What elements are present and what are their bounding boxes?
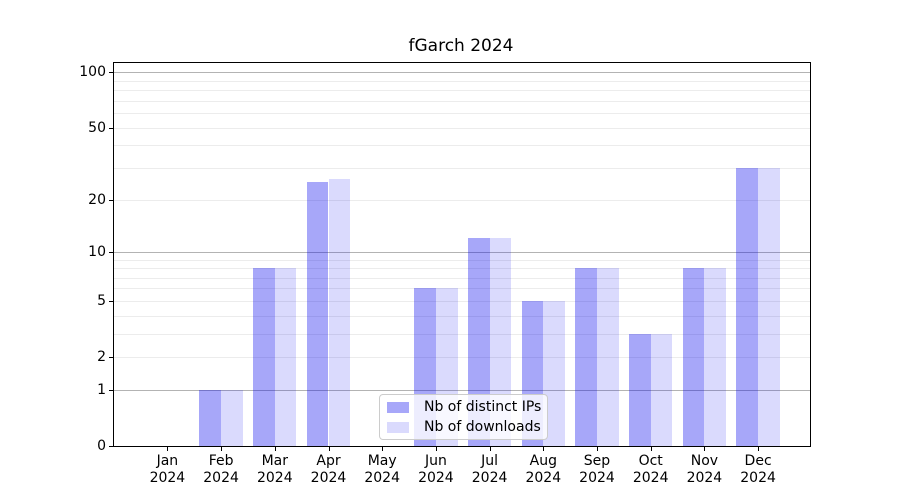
plot-area: Nb of distinct IPs Nb of downloads 0 1 2 5 1… (79, 62, 811, 486)
chart-title: fGarch 2024 (408, 36, 514, 56)
y-tick-label: 100 (79, 64, 106, 81)
y-tick-label: 10 (88, 243, 106, 260)
minor-gridline (114, 113, 810, 115)
x-tick-label: Nov 2024 (686, 453, 723, 486)
x-tick-label: Jan 2024 (149, 453, 186, 486)
x-tick-mark (328, 446, 330, 451)
major-gridline (114, 389, 810, 391)
minor-gridline (114, 127, 810, 129)
y-tick-label: 2 (97, 349, 106, 366)
legend-label-distinct-ips: Nb of distinct IPs (424, 398, 542, 415)
bar-aug-downloads (543, 300, 565, 446)
x-tick-label: Dec 2024 (740, 453, 776, 486)
minor-gridline (114, 80, 810, 82)
y-tick-label: 5 (97, 292, 106, 309)
x-tick-mark (543, 446, 545, 451)
y-tick-mark (109, 389, 114, 391)
x-tick-mark (435, 446, 437, 451)
minor-gridline (114, 259, 810, 261)
bar-nov-downloads (704, 268, 727, 446)
x-tick-mark (489, 446, 491, 451)
bar-apr-downloads (328, 179, 351, 446)
minor-gridline (114, 268, 810, 270)
x-tick-mark (221, 446, 223, 451)
x-tick-label: Apr 2024 (310, 453, 347, 486)
x-tick-mark (382, 446, 384, 451)
major-gridline (114, 251, 810, 253)
major-gridline (114, 72, 810, 74)
bar-mar-distinct-ips (253, 268, 275, 446)
y-tick-label: 1 (97, 381, 106, 398)
x-tick-label: Feb 2024 (203, 453, 239, 486)
minor-gridline (114, 145, 810, 147)
bar-apr-distinct-ips (306, 182, 329, 446)
legend-entry-distinct-ips: Nb of distinct IPs (387, 398, 542, 415)
y-tick-label: 50 (88, 119, 106, 136)
minor-gridline (114, 168, 810, 169)
y-tick-mark (109, 251, 114, 253)
minor-gridline (114, 288, 810, 290)
x-tick-mark (274, 446, 276, 451)
bar-dec-downloads (758, 168, 780, 446)
y-tick-mark (109, 446, 114, 447)
bar-sep-downloads (597, 268, 619, 446)
bar-mar-downloads (274, 268, 297, 446)
x-tick-mark (597, 446, 598, 451)
minor-gridline (114, 277, 810, 279)
x-tick-label: Mar 2024 (256, 453, 293, 486)
y-tick-mark (109, 300, 114, 302)
x-tick-mark (704, 446, 706, 451)
bar-feb-downloads (221, 389, 243, 446)
legend-swatch-distinct-ips (387, 401, 409, 413)
legend-swatch-downloads (387, 421, 409, 433)
x-tick-mark (167, 446, 169, 451)
y-tick-mark (109, 127, 114, 129)
legend-entry-downloads: Nb of downloads (387, 418, 541, 435)
bar-dec-distinct-ips (736, 168, 759, 446)
y-tick-mark (109, 357, 114, 359)
x-tick-label: Oct 2024 (632, 453, 669, 486)
minor-gridline (114, 333, 810, 335)
minor-gridline (114, 100, 810, 102)
minor-gridline (114, 357, 810, 359)
legend: Nb of distinct IPs Nb of downloads (379, 394, 548, 440)
legend-label-downloads: Nb of downloads (424, 418, 541, 435)
y-tick-label: 20 (88, 191, 106, 208)
y-tick-mark (109, 199, 114, 201)
bar-oct-distinct-ips (629, 333, 651, 446)
minor-gridline (114, 300, 810, 302)
bar-feb-distinct-ips (199, 389, 222, 446)
x-tick-label: Jun 2024 (418, 453, 454, 486)
bar-sep-distinct-ips (575, 268, 597, 446)
x-tick-mark (758, 446, 760, 451)
bar-oct-downloads (650, 333, 673, 446)
x-tick-label: May 2024 (364, 453, 400, 486)
minor-gridline (114, 90, 810, 92)
x-tick-label: Aug 2024 (525, 453, 562, 486)
x-tick-label: Sep 2024 (579, 453, 615, 486)
bar-nov-distinct-ips (682, 268, 705, 446)
minor-gridline (114, 315, 810, 317)
y-tick-mark (109, 72, 114, 74)
x-tick-mark (650, 446, 652, 451)
y-tick-label: 0 (97, 438, 106, 454)
x-tick-label: Jul 2024 (471, 453, 508, 486)
minor-gridline (114, 199, 810, 201)
